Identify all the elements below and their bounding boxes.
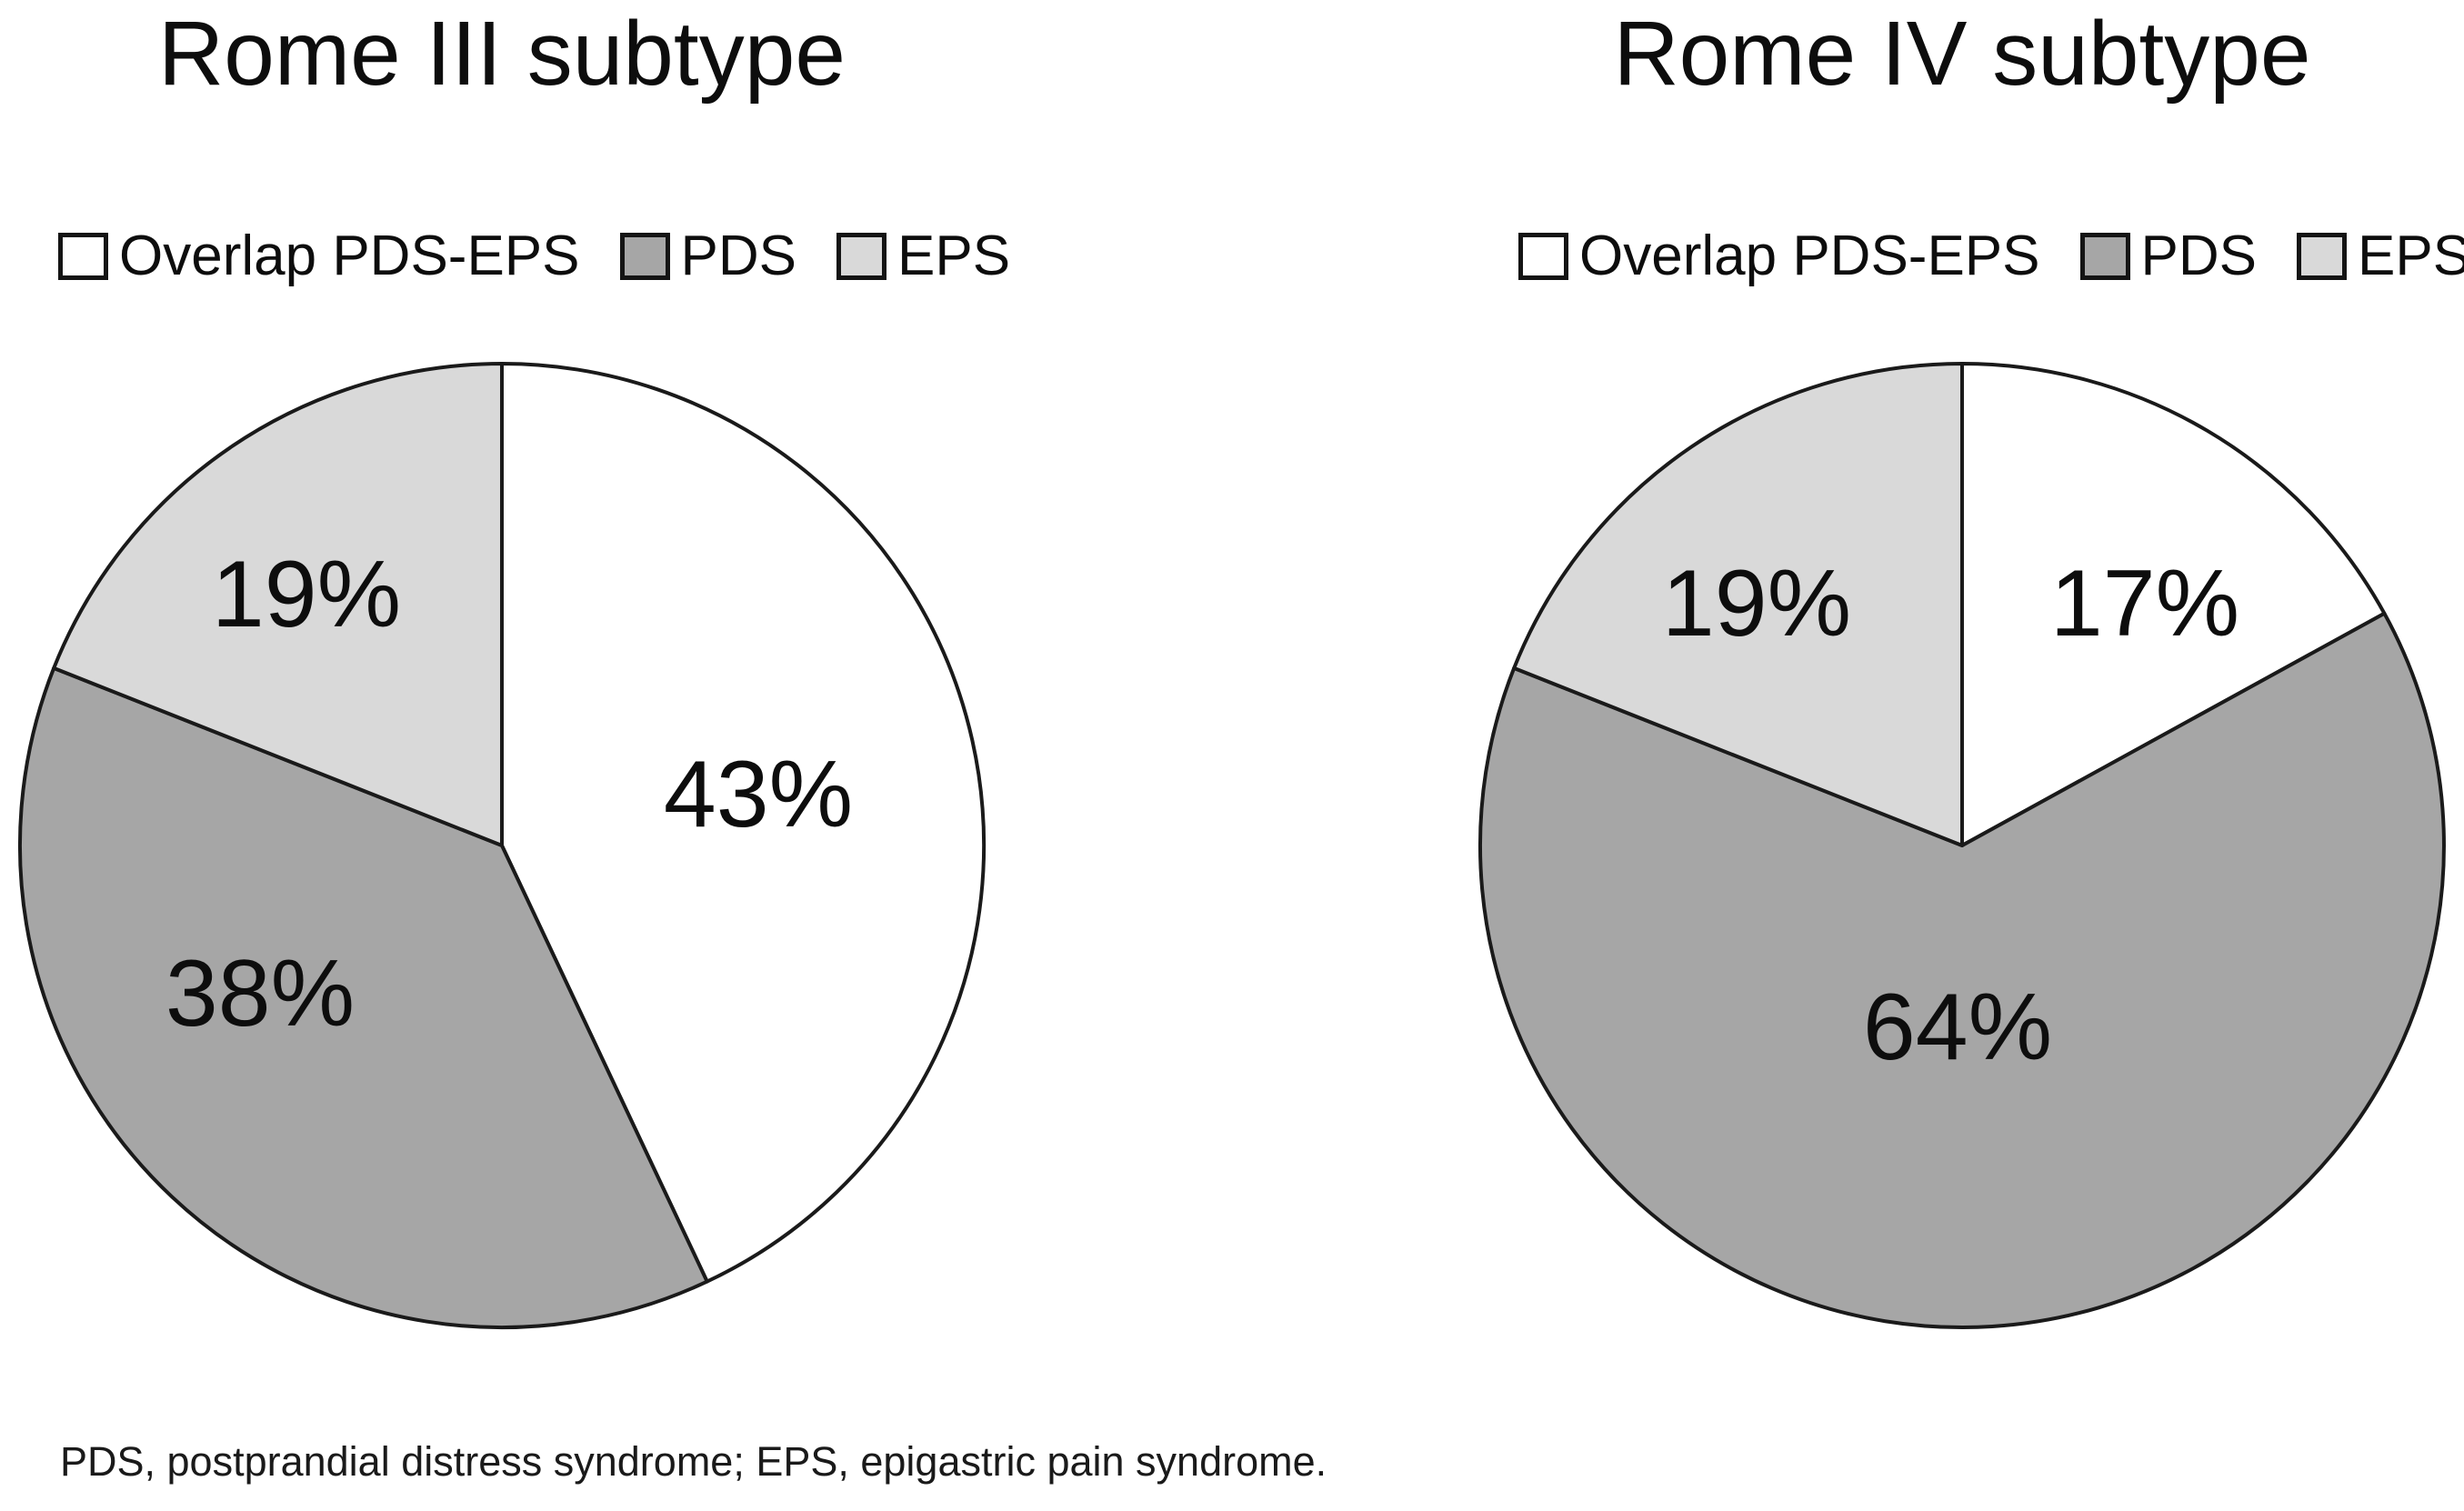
legend-label: EPS xyxy=(2358,225,2464,287)
pie-slice-label-eps: 19% xyxy=(1662,551,1851,656)
pie-slice-label-pds: 64% xyxy=(1863,975,2052,1080)
legend-item-eps: EPS xyxy=(2297,224,2464,288)
legend-swatch-pds xyxy=(619,232,670,280)
legend-item-overlap-pds-eps: Overlap PDS-EPS xyxy=(1518,224,2040,288)
legend-item-overlap-pds-eps: Overlap PDS-EPS xyxy=(58,224,580,288)
legend-item-pds: PDS xyxy=(2079,224,2257,288)
pie-chart: 43% 38% 19% xyxy=(18,362,987,1330)
legend-swatch-pds xyxy=(2079,232,2130,280)
pie-slice-overlap-pds-eps xyxy=(1960,362,2387,847)
legend-label: Overlap PDS-EPS xyxy=(1579,225,2040,287)
legend-item-pds: PDS xyxy=(619,224,796,288)
legend-swatch-overlap-pds-eps xyxy=(1518,232,1568,280)
pie-slice-label-overlap-pds-eps: 43% xyxy=(664,742,853,847)
pie-slice-pds xyxy=(18,665,709,1330)
chart-panel-rome-iii: Rome III subtype Overlap PDS-EPS PDS EPS 4… xyxy=(0,0,1010,1511)
chart-panel-rome-iv: Rome IV subtype Overlap PDS-EPS PDS EPS 17… xyxy=(1460,0,2464,1511)
legend-label: Overlap PDS-EPS xyxy=(119,225,580,287)
legend-swatch-eps xyxy=(2297,232,2347,280)
footnote: PDS, postprandial distress syndrome; EPS… xyxy=(60,1438,1327,1485)
pie-slice-eps xyxy=(52,362,504,847)
pie-slice-label-eps: 19% xyxy=(212,542,401,647)
pie-slice-eps xyxy=(1512,362,1964,847)
legend-swatch-eps xyxy=(836,232,886,280)
legend: Overlap PDS-EPS PDS EPS xyxy=(58,224,1010,288)
legend: Overlap PDS-EPS PDS EPS xyxy=(1518,224,2464,288)
legend-label: PDS xyxy=(2140,225,2257,287)
pie-chart: 17% 64% 19% xyxy=(1478,362,2446,1330)
pie-slice-label-overlap-pds-eps: 17% xyxy=(2050,551,2239,656)
legend-swatch-overlap-pds-eps xyxy=(58,232,108,280)
chart-title: Rome III subtype xyxy=(158,3,846,105)
legend-item-eps: EPS xyxy=(836,224,1010,288)
chart-title: Rome IV subtype xyxy=(1613,3,2311,105)
legend-label: EPS xyxy=(897,225,1011,287)
pie-slice-pds xyxy=(1478,611,2446,1330)
legend-label: PDS xyxy=(680,225,796,287)
pie-slice-label-pds: 38% xyxy=(165,941,355,1046)
pie-slice-overlap-pds-eps xyxy=(500,362,987,1284)
